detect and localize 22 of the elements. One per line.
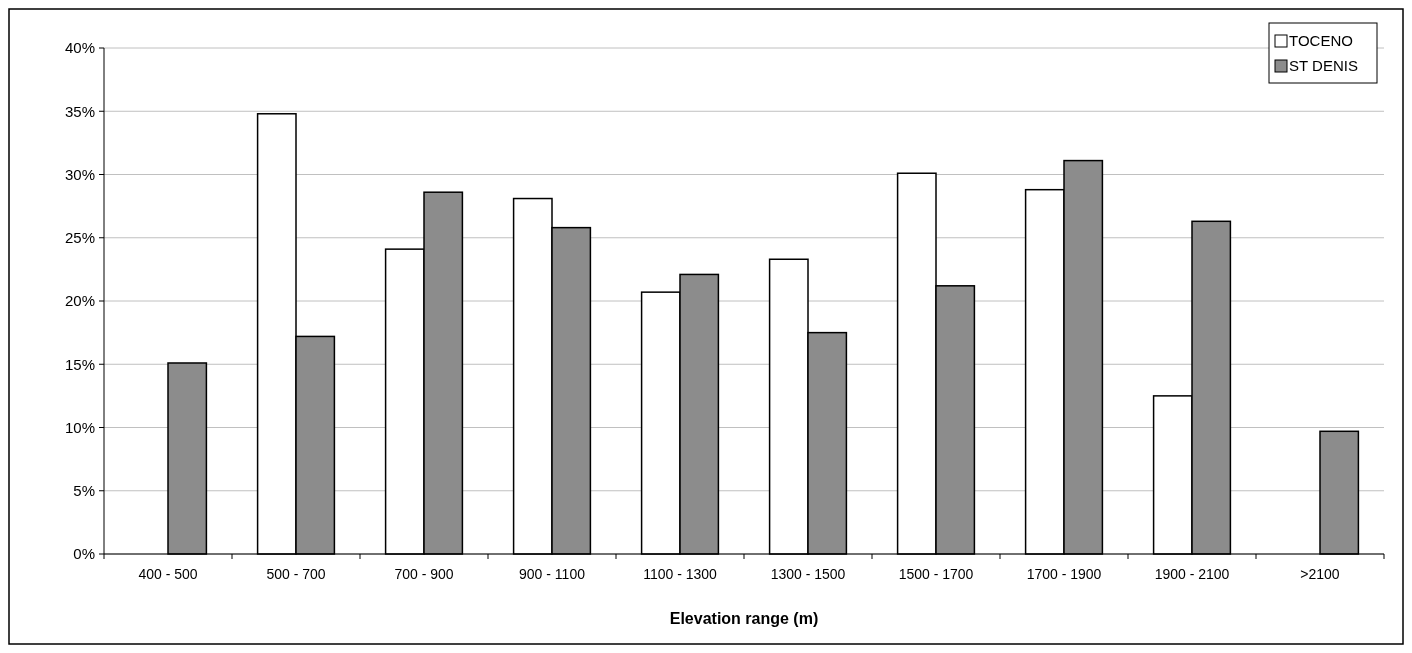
y-tick-label: 40% [64,39,95,57]
y-tick-label: 30% [64,165,95,183]
x-tick-label: 1100 - 1300 [643,566,718,582]
legend-label: ST DENIS [1289,57,1358,75]
x-tick-label: 400 - 500 [138,566,198,582]
y-tick-label: 15% [64,355,95,373]
x-tick-label: 1300 - 1500 [770,566,846,582]
legend-label: TOCENO [1289,32,1353,50]
y-tick-label: 5% [73,482,95,499]
x-tick-label: 700 - 900 [394,566,454,582]
y-tick-label: 25% [64,229,95,246]
x-tick-label: 500 - 700 [266,566,326,582]
x-tick-label: 1900 - 2100 [1154,566,1230,582]
x-tick-label: 900 - 1100 [519,566,586,582]
y-tick-label: 20% [64,292,95,310]
y-tick-label: 0% [73,545,95,563]
y-tick-label: 35% [64,102,95,120]
x-tick-label: 1700 - 1900 [1026,566,1102,582]
x-tick-label: >2100 [1300,566,1340,582]
y-tick-label: 10% [64,418,95,436]
x-tick-label: 1500 - 1700 [898,566,974,582]
x-axis-title: Elevation range (m) [669,610,819,627]
